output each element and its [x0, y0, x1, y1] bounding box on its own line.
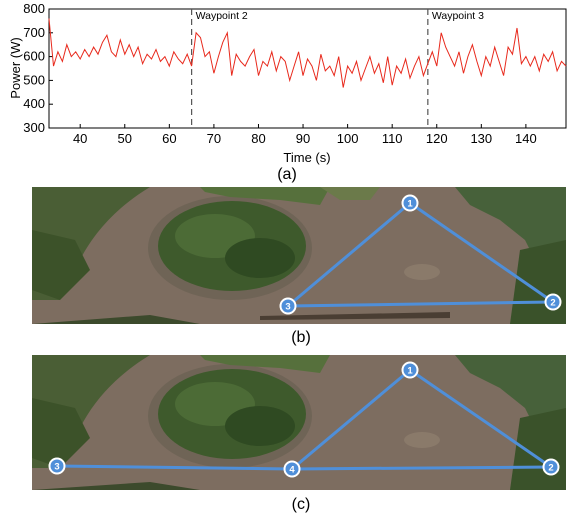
plot-frame	[48, 8, 567, 129]
waypoint-marker: 3	[279, 297, 297, 315]
y-tick-label: 800	[23, 1, 45, 16]
route-segment	[409, 201, 554, 304]
waypoint-marker: 2	[542, 458, 560, 476]
route-c: 1 2 3 4	[48, 361, 560, 478]
x-tick-label: 120	[426, 131, 448, 146]
waypoint-marker: 2	[544, 293, 562, 311]
power-series-line	[48, 18, 567, 88]
y-tick-label: 700	[23, 25, 45, 40]
x-tick-label: 60	[162, 131, 176, 146]
y-tick-label: 300	[23, 120, 45, 135]
map-b-background	[32, 187, 566, 324]
waypoint-marker: 4	[283, 460, 301, 478]
x-tick-label: 100	[337, 131, 359, 146]
waypoint-label: 2	[548, 463, 553, 474]
waypoint-annotation: Waypoint 2	[196, 10, 248, 22]
route-segment	[291, 368, 411, 471]
x-tick-label: 140	[515, 131, 537, 146]
waypoint-marker: 3	[48, 457, 66, 475]
route-segment	[56, 464, 293, 471]
route-b: 1 2 3	[279, 194, 562, 315]
x-tick-label: 50	[118, 131, 132, 146]
caption-a: (a)	[277, 166, 297, 183]
caption-c: (c)	[291, 496, 311, 513]
y-axis-label: Power (W)	[8, 37, 23, 98]
waypoint-label: 3	[285, 302, 290, 313]
waypoint-label: 1	[407, 366, 413, 377]
waypoint-annotation: Waypoint 3	[432, 10, 484, 22]
x-tick-label: 70	[207, 131, 221, 146]
waypoint-label: 2	[550, 298, 555, 309]
y-tick-label: 500	[23, 72, 45, 87]
route-segment	[287, 300, 554, 308]
waypoint-label: 1	[407, 199, 413, 210]
x-tick-label: 40	[73, 131, 87, 146]
route-segment	[409, 368, 552, 469]
y-tick-label: 400	[23, 96, 45, 111]
route-segment	[291, 465, 552, 471]
power-chart: 40 50 60 70 80 90 100 110 120 130 140 300 400 500 600 7…	[8, 1, 567, 165]
caption-b: (b)	[291, 329, 311, 346]
x-tick-label: 110	[382, 131, 403, 146]
map-c-background	[32, 355, 566, 490]
x-axis-label: Time (s)	[283, 150, 330, 165]
waypoint-label: 4	[289, 465, 295, 476]
route-segment	[287, 201, 411, 308]
x-tick-label: 80	[251, 131, 265, 146]
waypoint-label: 3	[54, 462, 59, 473]
x-tick-label: 130	[470, 131, 492, 146]
waypoint-marker: 1	[401, 194, 419, 212]
y-tick-label: 600	[23, 49, 45, 64]
x-tick-label: 90	[296, 131, 310, 146]
waypoint-marker: 1	[401, 361, 419, 379]
